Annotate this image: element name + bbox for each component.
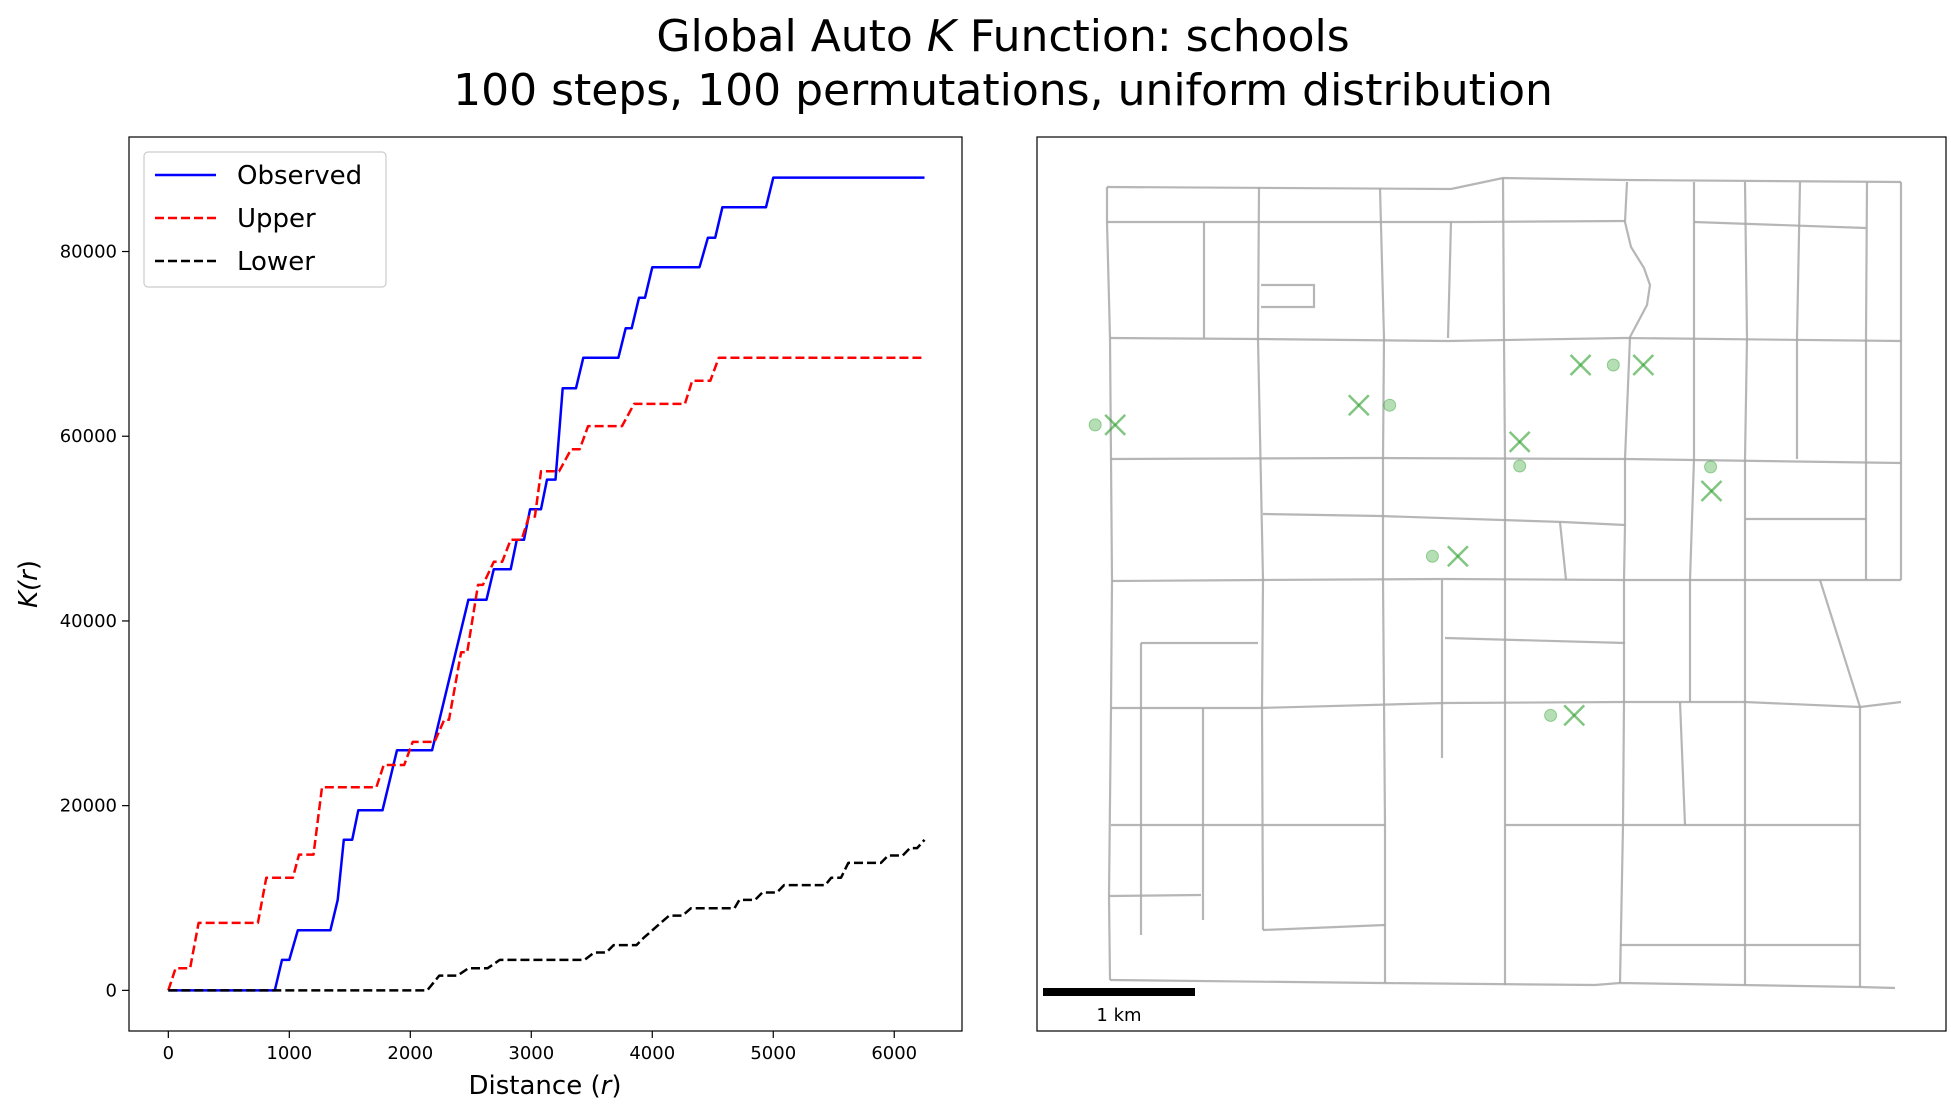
school-marker-dot [1606, 358, 1620, 372]
series-line-observed [168, 176, 925, 992]
scale-bar-label: 1 km [1096, 1005, 1141, 1026]
school-marker-dot [1425, 549, 1439, 563]
x-tick-label: 5000 [750, 1043, 796, 1064]
street [1105, 187, 1114, 981]
y-axis-label: K(r) [14, 560, 44, 608]
school-marker-x [1700, 480, 1723, 502]
scale-bar [1043, 988, 1195, 996]
school-marker-x [1104, 413, 1127, 436]
x-axis-label: Distance (r) [469, 1071, 622, 1101]
school-marker-x [1508, 430, 1531, 453]
school-marker-dot [1513, 459, 1527, 473]
street [1109, 978, 1896, 990]
x-tick-label: 6000 [871, 1043, 917, 1064]
street [1558, 521, 1568, 581]
legend-label-lower: Lower [237, 247, 315, 277]
y-tick-label: 20000 [60, 796, 117, 817]
street [1743, 181, 1749, 985]
street [1262, 512, 1626, 527]
street [1262, 923, 1386, 932]
street [1501, 177, 1507, 985]
school-marker-dot [1704, 460, 1718, 474]
school-marker-x [1347, 394, 1370, 417]
legend: Observed Upper Lower [143, 151, 387, 288]
series-line-upper [167, 356, 925, 991]
street [1107, 219, 1626, 224]
x-tick-label: 2000 [387, 1043, 433, 1064]
legend-label-observed: Observed [237, 161, 362, 191]
street [1256, 186, 1265, 931]
street [1108, 893, 1202, 898]
street [1693, 220, 1867, 230]
x-tick-label: 3000 [508, 1043, 554, 1064]
street [1678, 701, 1687, 826]
legend-label-upper: Upper [237, 204, 316, 234]
x-tick-label: 0 [163, 1043, 174, 1064]
k-function-series-layer [167, 176, 926, 992]
y-tick-label: 0 [106, 980, 117, 1001]
figure-title-line-2: 100 steps, 100 permutations, uniform dis… [453, 65, 1553, 116]
y-axis-ticks: 0 20000 40000 60000 80000 [60, 242, 129, 1001]
street [1450, 176, 1902, 191]
school-markers [1088, 354, 1723, 727]
street [1111, 577, 1901, 583]
street-network [1105, 176, 1903, 990]
k-function-chart: 0 1000 2000 3000 4000 5000 6000 0 20000 40000 600… [14, 136, 963, 1101]
street [1378, 187, 1387, 983]
street [1106, 185, 1452, 191]
y-tick-label: 80000 [60, 242, 117, 263]
figure-title-line-1: Global Auto K Function: schools [656, 11, 1349, 62]
street [1109, 336, 1626, 343]
street [1110, 456, 1902, 465]
y-tick-label: 60000 [60, 426, 117, 447]
school-marker-x [1563, 704, 1586, 727]
x-tick-label: 1000 [266, 1043, 312, 1064]
street [1795, 181, 1802, 459]
x-axis-ticks: 0 1000 2000 3000 4000 5000 6000 [163, 1031, 917, 1064]
k-chart-axes-frame [128, 136, 963, 1032]
schools-map: 1 km [1036, 136, 1947, 1032]
x-tick-label: 4000 [629, 1043, 675, 1064]
school-marker-dot [1544, 708, 1558, 722]
school-marker-x [1569, 354, 1592, 376]
y-tick-label: 40000 [60, 611, 117, 632]
street [1818, 579, 1862, 987]
school-marker-dot [1383, 398, 1397, 412]
street [1261, 283, 1316, 309]
street [1864, 181, 1869, 580]
street [1618, 181, 1652, 984]
map-frame [1036, 136, 1947, 1032]
school-marker-x [1446, 545, 1469, 568]
school-marker-dot [1088, 418, 1102, 432]
legend-box [143, 151, 387, 288]
street [1688, 182, 1696, 702]
street [1444, 636, 1626, 645]
street [1446, 221, 1453, 339]
series-line-lower [168, 838, 926, 992]
school-marker-x [1632, 354, 1655, 376]
street [1624, 336, 1902, 343]
